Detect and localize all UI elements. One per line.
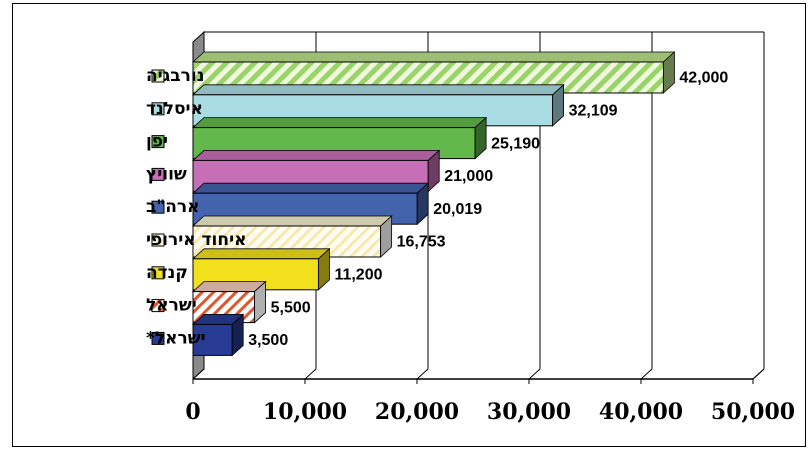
bar-end: [416, 182, 429, 226]
legend-swatch: [151, 331, 165, 345]
bar-end: [231, 313, 244, 357]
legend-label: קנדה: [146, 263, 188, 283]
bars-layer: 42,000 32,109 25,190 21,000 20,019 16,753 11,2…: [191, 51, 728, 357]
legend-swatch: [151, 266, 165, 280]
floor-line: [304, 368, 317, 380]
legend-label: שוויץ: [146, 164, 187, 184]
bar-top: [191, 248, 331, 260]
legend-item: קנדה: [146, 263, 188, 283]
data-label: 32,109: [569, 103, 618, 120]
bar-top: [191, 149, 441, 161]
data-label: 25,190: [491, 135, 540, 152]
x-tick-label: 30,000: [487, 399, 571, 425]
bar-top: [191, 117, 488, 128]
legend-label: איחוד אירופי: [146, 230, 246, 250]
legend-label: נורבגיה: [146, 66, 204, 86]
bar-top: [191, 182, 430, 194]
legend-item: ארה"ב: [146, 197, 200, 217]
legend-swatch: [151, 200, 165, 214]
legend-label: ארה"ב: [146, 197, 200, 217]
bar-end: [318, 247, 330, 291]
legend-item: נורבגיה: [146, 66, 204, 86]
legend-item: שוויץ: [146, 164, 187, 184]
x-tick-label: 10,000: [263, 399, 347, 425]
floor-line: [528, 368, 541, 380]
data-label: 11,200: [334, 267, 382, 284]
bar-chart: 42,000 32,109 25,190 21,000 20,019 16,753 11,2…: [146, 30, 795, 425]
legend-swatch: [151, 167, 165, 181]
bar-end: [427, 149, 440, 193]
legend-swatch: [151, 135, 165, 149]
data-label: 20,019: [433, 201, 482, 218]
legend-item: יפן: [146, 132, 168, 152]
legend-swatch: [151, 233, 165, 247]
bar-top: [191, 84, 565, 96]
legend-item: איסלנד: [146, 99, 203, 119]
data-label: 16,753: [397, 234, 446, 251]
bar-end: [474, 116, 487, 160]
legend-item: איחוד אירופי: [146, 230, 246, 250]
legend-item: ישראל: [146, 296, 197, 316]
chart-frame: 42,000 32,109 25,190 21,000 20,019 16,753 11,2…: [12, 3, 806, 447]
legend-label: איסלנד: [146, 99, 203, 119]
legend-swatch: [151, 299, 165, 313]
bar-end: [552, 83, 565, 127]
x-axis-end: [752, 368, 765, 380]
legend-label: ישראל: [146, 296, 197, 316]
legend-swatch: [151, 102, 165, 116]
floor-line: [640, 368, 653, 380]
x-tick-label: 40,000: [599, 399, 683, 425]
bar-end: [254, 280, 267, 324]
data-label: 5,500: [271, 299, 311, 316]
bar-top: [191, 281, 267, 293]
legend-label: יפן: [146, 132, 168, 152]
x-axis: 0 10,000 20,000 30,000 40,000 50,000: [185, 368, 795, 425]
x-tick-label: 0: [185, 399, 200, 425]
legend: נורבגיה איסלנד יפן שוויץ ארה"ב איחוד אירופי קנ…: [146, 66, 246, 348]
data-label: 21,000: [444, 168, 493, 185]
bar-end: [380, 215, 393, 258]
bar-top: [191, 51, 676, 63]
x-tick-label: 20,000: [375, 399, 459, 425]
data-label: 42,000: [679, 70, 728, 87]
legend-item: ישראל*: [146, 328, 206, 348]
data-label: 3,500: [248, 332, 288, 349]
bar-end: [663, 51, 675, 94]
floor-line: [416, 368, 429, 380]
bar-group: 3,500: [191, 313, 288, 357]
bar-top: [191, 215, 393, 227]
legend-label: ישראל*: [146, 328, 206, 348]
legend-swatch: [151, 69, 165, 83]
x-tick-label: 50,000: [711, 399, 795, 425]
